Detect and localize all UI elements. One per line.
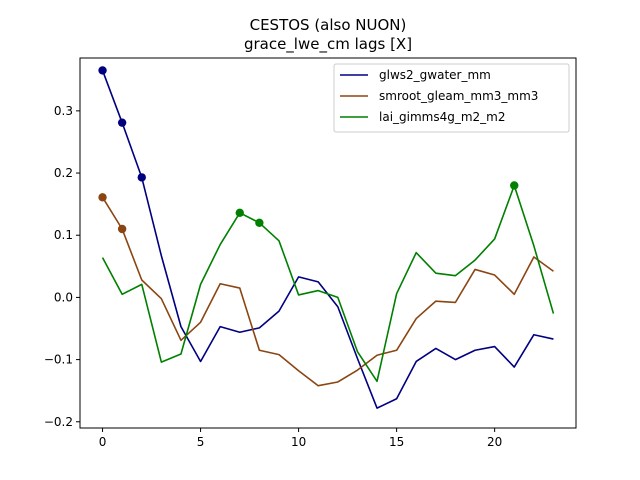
data-point-marker	[98, 66, 107, 75]
plot-frame	[79, 57, 577, 429]
y-tick-label: −0.2	[44, 415, 73, 429]
data-point-marker	[235, 208, 244, 218]
x-tick-label: 0	[99, 435, 107, 449]
data-point-marker	[255, 218, 264, 227]
legend-box	[333, 63, 570, 133]
legend: glws2_gwater_mm smroot_gleam_mm3_mm3 lai_g…	[333, 63, 570, 133]
x-tick-label: 10	[291, 435, 306, 449]
data-point-marker	[117, 118, 127, 127]
x-tick-label: 5	[197, 435, 205, 449]
series-line-3	[101, 184, 555, 383]
y-tick-label: 0.3	[54, 104, 73, 118]
legend-label: glws2_gwater_mm	[379, 68, 491, 82]
chart-title: CESTOS (also NUON)	[250, 16, 407, 34]
y-tick-label: 0.0	[54, 290, 73, 304]
ticks-layer: 0 5 10 15 20 −0.2 −0.1 0.0 0.1 0.2 0.3	[44, 104, 502, 449]
legend-label: smroot_gleam_mm3_mm3	[379, 89, 538, 103]
chart-subtitle: grace_lwe_cm lags [X]	[244, 35, 412, 54]
series-layer	[98, 66, 555, 409]
y-tick-label: −0.1	[44, 353, 73, 367]
x-tick-label: 15	[389, 435, 404, 449]
data-point-marker	[137, 173, 146, 182]
data-point-marker	[117, 224, 127, 234]
series-line-2	[101, 196, 554, 387]
data-point-marker	[510, 181, 519, 190]
y-tick-label: 0.1	[54, 228, 73, 242]
legend-label: lai_gimms4g_m2_m2	[379, 110, 506, 124]
x-tick-label: 20	[487, 435, 502, 449]
data-point-marker	[98, 193, 107, 202]
y-tick-label: 0.2	[54, 166, 73, 180]
